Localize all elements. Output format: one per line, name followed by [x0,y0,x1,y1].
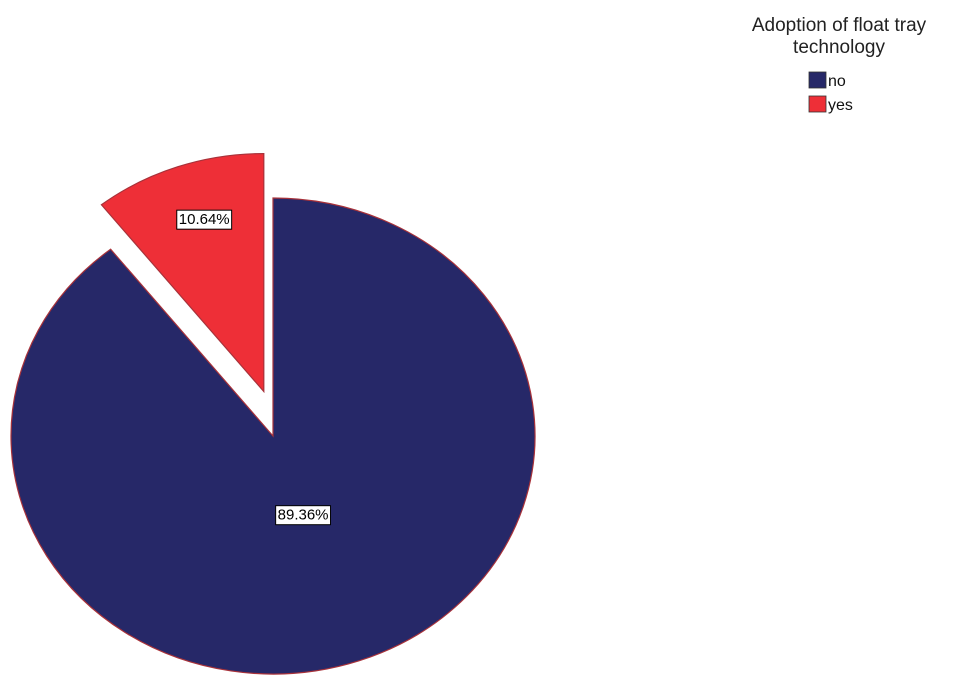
data-label-no: 89.36% [275,505,332,526]
legend: Adoption of float tray technology no yes [752,15,927,114]
legend-item-yes: yes [808,95,853,114]
legend-item-no: no [808,71,846,90]
data-label-yes: 10.64% [176,209,233,230]
data-label-text-no: 89.36% [278,507,329,524]
legend-label-no: no [828,73,846,90]
legend-title-line-1: Adoption of float tray [752,15,927,36]
legend-title-line-2: technology [793,37,885,58]
data-label-text-yes: 10.64% [179,211,230,228]
data-label-box-no [275,505,332,526]
legend-label-yes: yes [828,97,853,114]
legend-swatch-yes [808,95,827,113]
pie-slices [10,152,536,675]
legend-swatch-no [808,71,827,89]
pie-slice-no [10,197,536,675]
pie-data-labels: 89.36% 10.64% [176,209,332,526]
data-label-box-yes [176,209,233,230]
